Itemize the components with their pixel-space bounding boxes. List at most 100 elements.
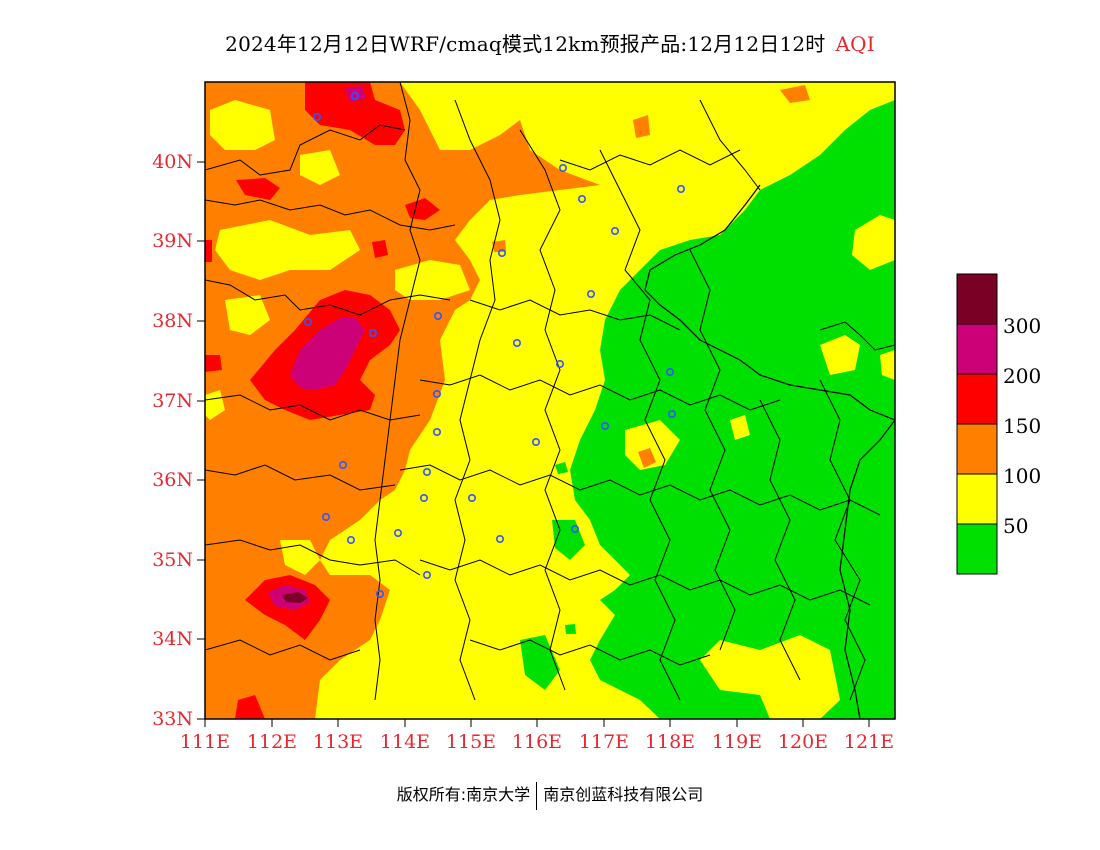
lat-label-36: 36N: [152, 469, 193, 491]
title-main: 2024年12月12日WRF/cmaq模式12km预报产品:12月12日12时: [225, 32, 826, 56]
aqi-yellow-east-6: [730, 415, 750, 440]
aqi-red-spot-6: [235, 695, 265, 719]
aqi-legend: 300 200 150 100 50: [956, 273, 1041, 575]
lat-label-34: 34N: [152, 628, 193, 650]
aqi-yellow-east-4: [880, 350, 895, 380]
copyright-company: 南京创蓝科技有限公司: [543, 785, 704, 804]
aqi-field: [205, 82, 895, 719]
station-marker: [338, 460, 347, 469]
aqi-orange-spot-3: [780, 85, 810, 103]
aqi-red-north: [305, 82, 405, 145]
aqi-green-spot-3: [555, 462, 568, 474]
lon-label-114: 114E: [380, 731, 430, 753]
aqi-yellow-east-2: [700, 635, 840, 719]
legend-swatch-good: [956, 523, 998, 575]
station-marker: [312, 113, 321, 122]
station-marker: [419, 493, 428, 502]
station-marker: [570, 524, 579, 533]
station-marker: [422, 570, 431, 579]
lon-label-115: 115E: [446, 731, 496, 753]
aqi-yellow-island-3: [300, 150, 340, 185]
aqi-yellow-island-2: [215, 220, 360, 280]
aqi-orange-spot-4: [492, 240, 506, 252]
station-marker: [512, 338, 521, 347]
legend-label-150: 150: [1003, 414, 1041, 438]
station-marker: [433, 311, 442, 320]
aqi-red-spot-4: [205, 355, 222, 372]
legend-label-200: 200: [1003, 364, 1041, 388]
station-marker: [667, 409, 676, 418]
legend-swatch-hazardous: [956, 273, 998, 325]
aqi-yellow-island-5: [395, 260, 470, 300]
lon-label-112: 112E: [247, 731, 297, 753]
aqi-purple-north: [345, 86, 366, 102]
lon-label-117: 117E: [579, 731, 629, 753]
station-marker: [577, 195, 586, 204]
lat-label-33: 33N: [152, 708, 193, 730]
map-title: 2024年12月12日WRF/cmaq模式12km预报产品:12月12日12时 A…: [0, 28, 1100, 57]
station-marker: [368, 328, 377, 337]
aqi-yellow-island-4: [225, 295, 270, 335]
lon-label-120: 120E: [778, 731, 828, 753]
aqi-red-spot-3: [205, 240, 212, 262]
station-marker: [665, 367, 674, 376]
lon-axis: 111E 112E 113E 114E 115E 116E 117E 118E …: [180, 719, 894, 753]
aqi-orange-spot-2: [633, 115, 650, 138]
station-marker: [432, 427, 441, 436]
legend-swatch-moderate: [956, 473, 998, 525]
station-marker: [495, 534, 504, 543]
station-marker: [531, 437, 540, 446]
legend-swatch-unhealthy: [956, 373, 998, 425]
lon-label-119: 119E: [712, 731, 762, 753]
station-marker: [467, 493, 476, 502]
aqi-yellow-island-7: [280, 540, 320, 575]
admin-boundaries: [205, 82, 895, 719]
aqi-red-spot-1: [236, 178, 280, 200]
station-marker: [558, 164, 567, 173]
lon-label-121: 121E: [844, 731, 894, 753]
station-marker: [497, 249, 506, 258]
lat-label-35: 35N: [152, 549, 193, 571]
station-marker: [586, 289, 595, 298]
lat-axis: 40N 39N 38N 37N 36N 35N 34N 33N: [152, 151, 205, 730]
aqi-green-spot-4: [565, 624, 576, 634]
lat-label-39: 39N: [152, 230, 193, 252]
aqi-maroon-south: [282, 592, 308, 603]
station-marker: [422, 467, 431, 476]
station-marker: [432, 389, 441, 398]
aqi-yellow-east-3: [820, 335, 860, 375]
station-marker: [610, 227, 619, 236]
legend-label-50: 50: [1003, 514, 1028, 538]
aqi-yellow-island-1: [210, 100, 275, 150]
lon-label-116: 116E: [512, 731, 562, 753]
aqi-purple-central: [290, 318, 365, 390]
station-marker: [303, 317, 312, 326]
legend-swatch-very-unhealthy: [956, 323, 998, 375]
station-marker: [321, 512, 330, 521]
aqi-yellow-east-1: [852, 215, 895, 270]
legend-label-100: 100: [1003, 464, 1041, 488]
station-marker: [346, 535, 355, 544]
aqi-yellow-east-5: [625, 420, 680, 470]
station-marker: [676, 185, 685, 194]
station-marker: [600, 421, 609, 430]
title-variable: AQI: [835, 32, 875, 56]
lat-label-38: 38N: [152, 310, 193, 332]
lat-label-37: 37N: [152, 390, 193, 412]
legend-label-300: 300: [1003, 314, 1041, 338]
aqi-red-spot-5: [372, 240, 388, 258]
station-marker: [350, 92, 359, 101]
legend-swatch-sensitive: [956, 423, 998, 475]
city-station-markers: [303, 92, 685, 598]
station-marker: [393, 528, 402, 537]
lon-label-111: 111E: [180, 731, 230, 753]
lat-label-40: 40N: [152, 151, 193, 173]
aqi-green-east: [570, 100, 895, 719]
station-marker: [375, 589, 384, 598]
lon-label-113: 113E: [313, 731, 363, 753]
copyright-line: 版权所有:南京大学 南京创蓝科技有限公司: [0, 781, 1100, 810]
copyright-owner: 版权所有:南京大学: [396, 785, 531, 804]
aqi-orange-spot-1: [638, 448, 656, 468]
station-marker: [555, 359, 564, 368]
